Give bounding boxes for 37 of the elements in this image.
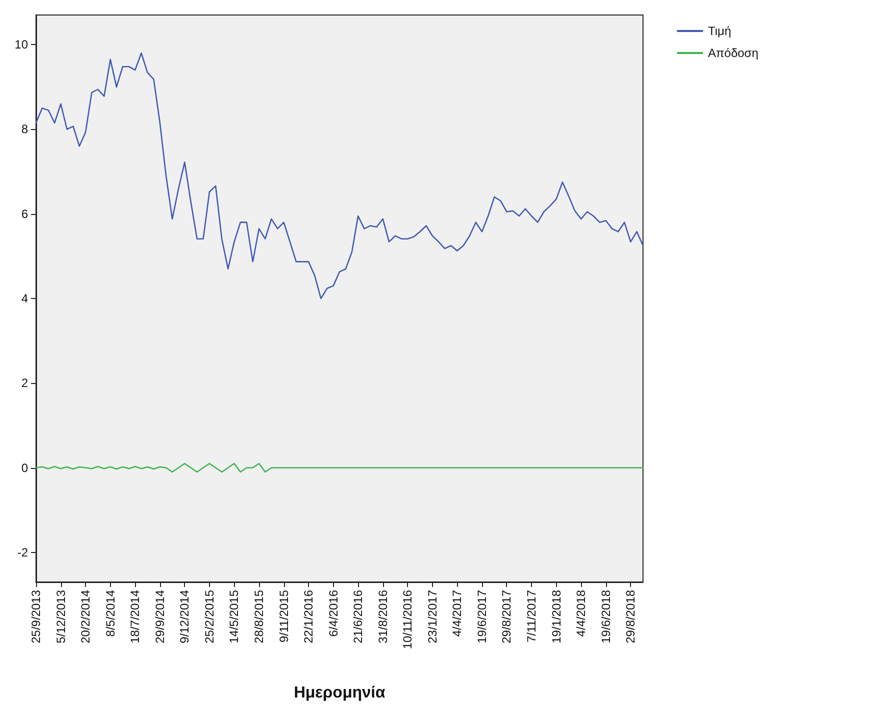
- y-tick-label: 10: [14, 38, 28, 52]
- x-tick-label: 22/1/2016: [302, 590, 316, 644]
- legend-label: Απόδοση: [708, 46, 758, 60]
- x-tick-label: 9/11/2015: [276, 590, 291, 642]
- x-tick-label: 8/5/2014: [103, 590, 118, 637]
- x-tick-label: 29/8/2017: [500, 590, 514, 644]
- y-tick-label: 8: [21, 122, 28, 136]
- x-tick-label: 21/6/2016: [351, 590, 366, 644]
- x-tick-label: 19/6/2018: [598, 590, 613, 644]
- y-tick-label: 0: [21, 460, 28, 475]
- x-tick-label: 28/8/2015: [252, 590, 266, 644]
- legend-label: Τιμή: [708, 24, 732, 38]
- x-tick-label: 19/1/2018: [549, 590, 564, 644]
- x-tick-label: 5/12/2013: [54, 590, 68, 644]
- y-tick-label: -2: [17, 545, 28, 560]
- line-series: [35, 462, 644, 473]
- y-tick-label: 6: [21, 206, 28, 221]
- x-tick-label: 4/4/2017: [450, 590, 464, 637]
- x-tick-label: 10/11/2016: [400, 590, 415, 650]
- x-tick-label: 9/12/2014: [178, 590, 192, 644]
- x-tick-label: 14/5/2015: [227, 590, 242, 644]
- x-tick-label: 31/8/2016: [376, 590, 390, 644]
- x-tick-label: 23/1/2017: [425, 590, 440, 644]
- x-tick-label: 29/9/2014: [152, 590, 167, 644]
- x-axis-title: Ημερομηνία: [294, 684, 386, 702]
- line-series: [35, 52, 644, 300]
- y-tick-label: 4: [21, 292, 28, 306]
- x-tick-label: 19/6/2017: [474, 590, 489, 644]
- x-tick-label: 18/7/2014: [128, 590, 142, 644]
- x-tick-label: 4/4/2018: [574, 590, 588, 637]
- x-tick-label: 29/8/2018: [624, 590, 638, 644]
- y-tick-label: 2: [21, 376, 28, 390]
- x-tick-label: 25/9/2013: [29, 590, 43, 644]
- x-tick-label: 20/2/2014: [78, 590, 93, 644]
- x-tick-label: 25/2/2015: [202, 590, 216, 644]
- x-tick-label: 7/11/2017: [524, 590, 539, 642]
- x-tick-label: 6/4/2016: [326, 590, 340, 637]
